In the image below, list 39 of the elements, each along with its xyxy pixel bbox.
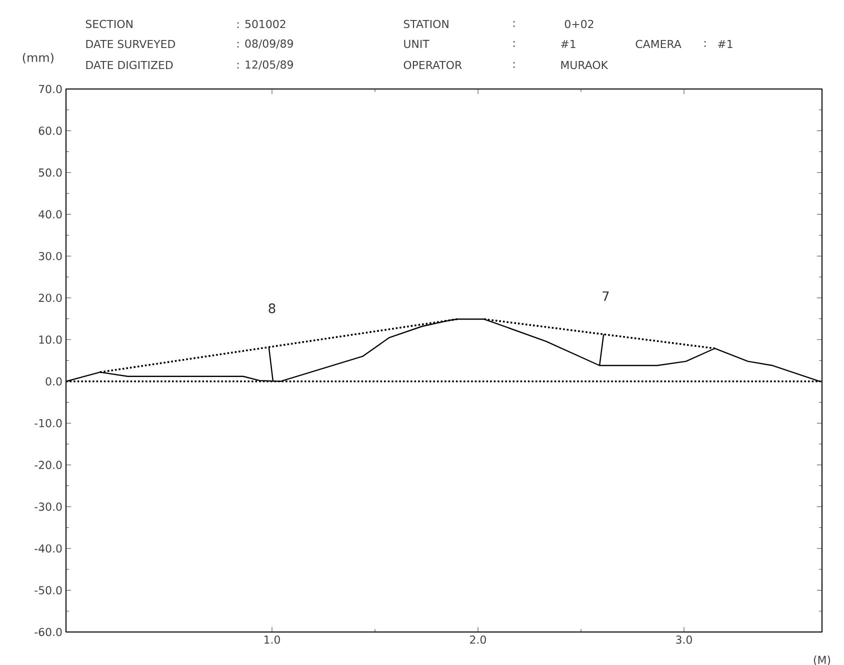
text: OPERATOR <box>404 60 462 70</box>
text: #1 <box>561 40 576 48</box>
text: 0+02 <box>564 20 594 28</box>
text: : <box>513 41 515 47</box>
text: DATE SURVEYED <box>86 40 176 48</box>
text: MURAOK <box>561 60 608 70</box>
y-tick-label: -10.0 <box>34 419 62 428</box>
y-axis-title: (mm) <box>22 52 54 64</box>
text: #1 <box>718 40 732 48</box>
text: STATION <box>404 20 448 28</box>
y-tick-label: -20.0 <box>34 460 62 470</box>
text: UNIT <box>404 40 430 48</box>
y-tick-label: 10.0 <box>39 335 62 344</box>
text: : <box>704 41 706 47</box>
x-tick-label: 3.0 <box>676 636 692 644</box>
y-tick-label: -30.0 <box>34 502 62 511</box>
x-tick-label: 2.0 <box>470 636 486 644</box>
y-tick-label: -50.0 <box>34 586 62 594</box>
y-tick-label: 70.0 <box>38 84 62 94</box>
text: SECTION <box>86 20 132 28</box>
y-tick-label: -40.0 <box>34 544 62 553</box>
y-tick-label: 60.0 <box>38 126 62 135</box>
x-tick-label: 1.0 <box>264 636 280 644</box>
y-tick-label: 50.0 <box>38 168 62 177</box>
text: : 08/09/89 <box>237 39 293 49</box>
text: : <box>513 62 515 68</box>
y-tick-label: 40.0 <box>38 210 62 218</box>
annotation: 7 <box>602 291 609 301</box>
text: DATE DIGITIZED <box>86 60 173 70</box>
text: : 501002 <box>237 20 286 28</box>
y-tick-label: -60.0 <box>34 628 62 636</box>
y-tick-label: 30.0 <box>38 252 62 260</box>
y-tick-label: 20.0 <box>38 294 62 302</box>
text: : 12/05/89 <box>237 60 293 70</box>
y-tick-label: 0.0 <box>46 377 62 386</box>
text: : <box>513 21 515 27</box>
annotation: 8 <box>268 303 276 314</box>
x-axis-title: (M) <box>814 656 830 665</box>
text: CAMERA <box>636 40 682 48</box>
